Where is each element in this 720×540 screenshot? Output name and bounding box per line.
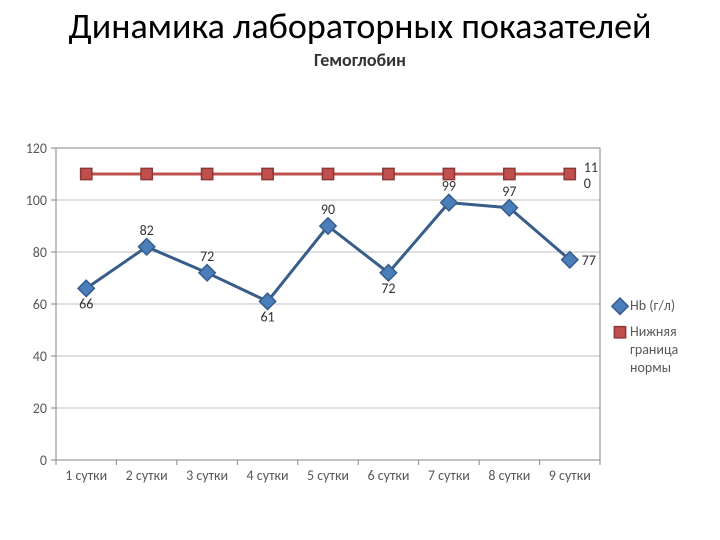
- xtick-label: 5 сутки: [307, 467, 349, 484]
- xtick-label: 6 сутки: [367, 467, 409, 484]
- chart-title: Гемоглобин: [0, 49, 720, 71]
- chart-container: 0 20 40 60 80 100 120 1 сутки 2 сутки 3 сутки 4 су…: [8, 140, 712, 500]
- xtick-label: 9 сутки: [549, 467, 591, 484]
- data-label: 11: [584, 159, 598, 176]
- xtick-label: 1 сутки: [65, 467, 107, 484]
- data-label: 72: [200, 248, 214, 265]
- data-label: 82: [140, 222, 154, 239]
- xtick-label: 7 сутки: [428, 467, 470, 484]
- data-label: 0: [584, 175, 591, 192]
- line-chart: 0 20 40 60 80 100 120 1 сутки 2 сутки 3 сутки 4 су…: [8, 140, 712, 500]
- legend-label: Hb (г/л): [630, 297, 675, 314]
- page-title: Динамика лабораторных показателей: [0, 0, 720, 47]
- legend-label: граница: [630, 341, 678, 358]
- ytick-label: 100: [26, 192, 47, 209]
- slide: Динамика лабораторных показателей Гемогл…: [0, 0, 720, 540]
- data-label: 66: [79, 295, 93, 312]
- data-label: 90: [321, 201, 335, 218]
- ytick-label: 40: [33, 348, 47, 365]
- legend-label: Нижняя: [630, 323, 677, 340]
- data-label: 72: [381, 280, 395, 297]
- xtick-label: 3 сутки: [186, 467, 228, 484]
- xtick-label: 8 сутки: [488, 467, 530, 484]
- data-label: 77: [582, 252, 596, 269]
- ytick-label: 80: [33, 244, 47, 261]
- data-label: 97: [502, 183, 516, 200]
- xtick-label: 2 сутки: [126, 467, 168, 484]
- ytick-label: 20: [33, 400, 47, 417]
- data-label: 61: [260, 308, 274, 325]
- legend-label: нормы: [630, 359, 671, 376]
- ytick-label: 120: [26, 140, 47, 157]
- ytick-label: 0: [40, 452, 47, 469]
- ytick-label: 60: [33, 296, 47, 313]
- xtick-label: 4 сутки: [247, 467, 289, 484]
